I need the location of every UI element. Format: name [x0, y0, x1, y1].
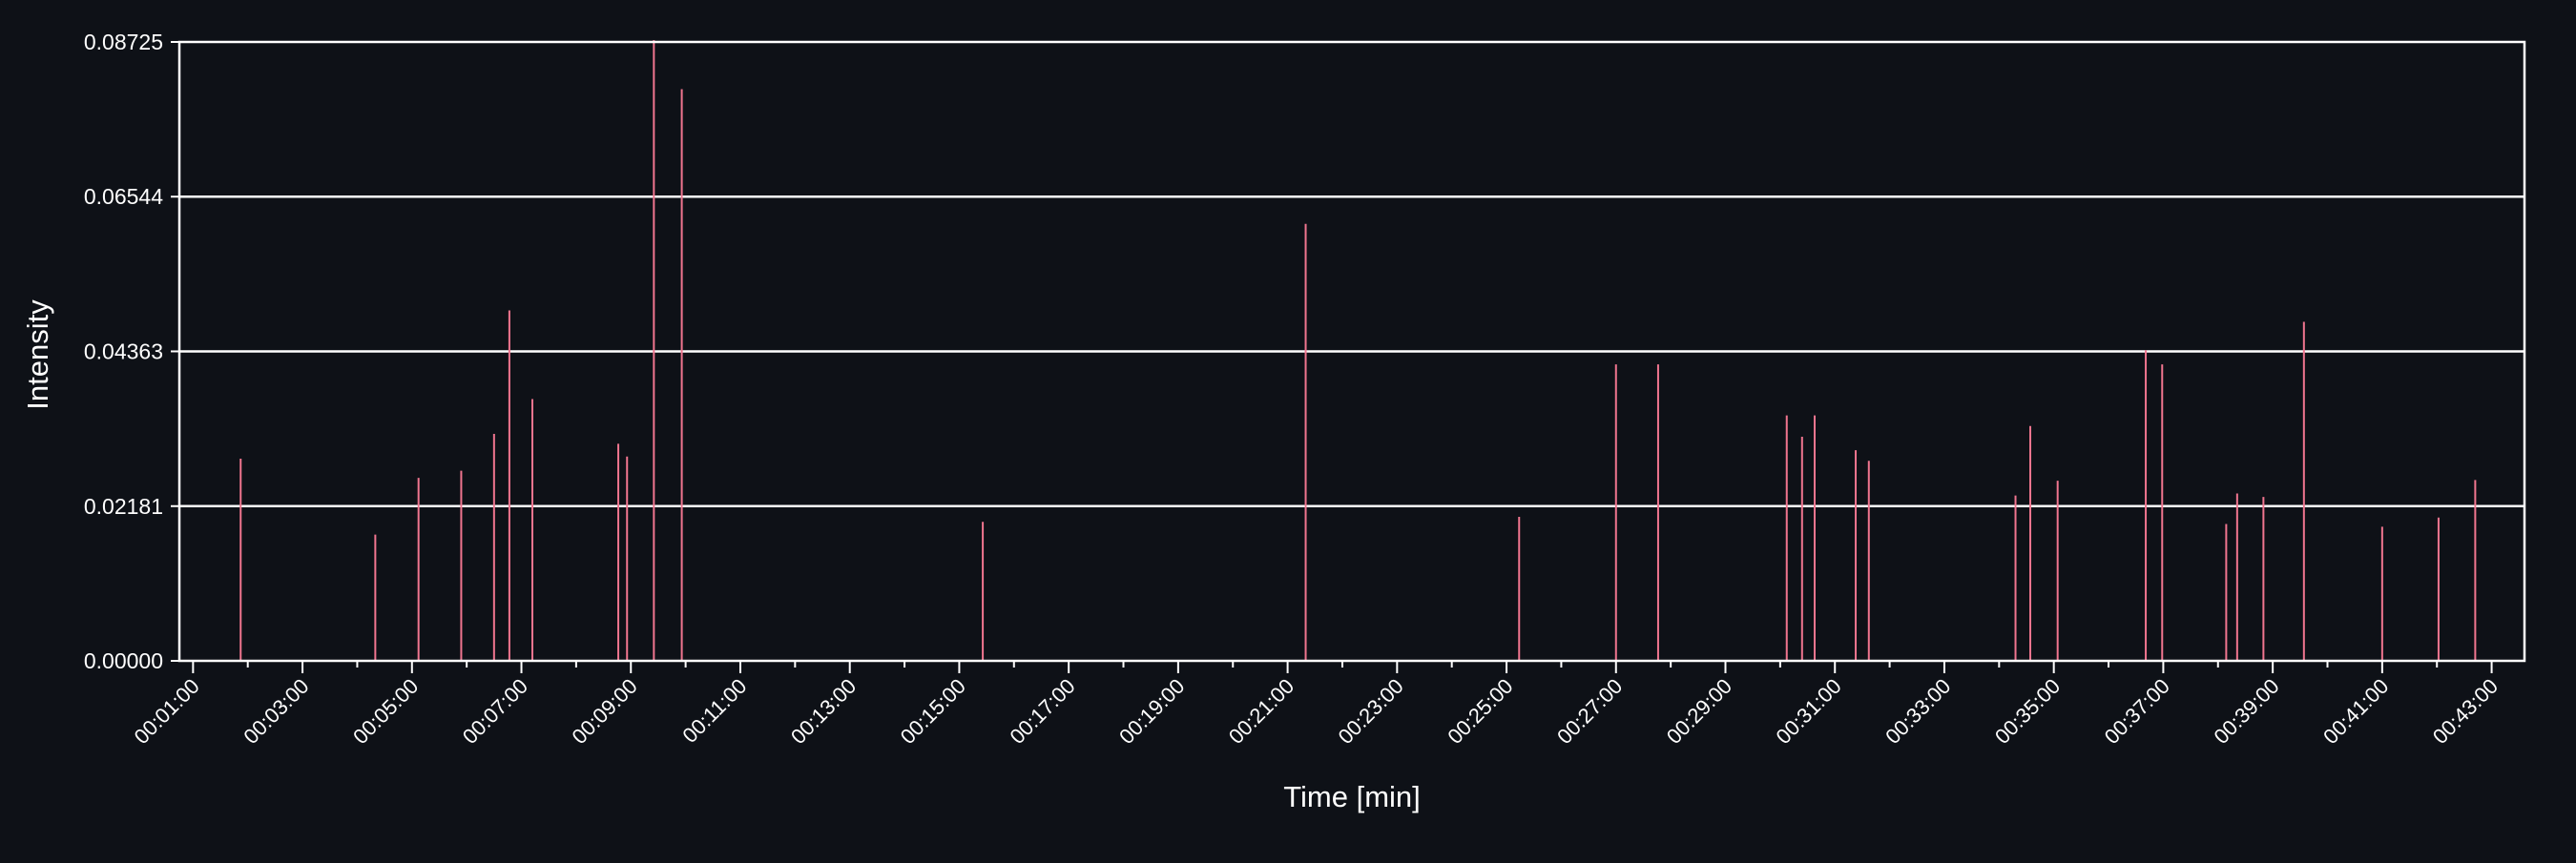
x-tick-label: 00:29:00: [1662, 674, 1736, 749]
x-tick-label: 00:35:00: [1990, 674, 2065, 749]
x-tick-label: 00:07:00: [458, 674, 532, 749]
x-tick-label: 00:39:00: [2209, 674, 2283, 749]
y-tick-label: 0.02181: [84, 494, 163, 519]
x-tick-label: 00:37:00: [2100, 674, 2174, 749]
y-tick-label: 0.06544: [84, 184, 163, 209]
x-tick-label: 00:15:00: [896, 674, 970, 749]
x-tick-label: 00:19:00: [1114, 674, 1189, 749]
x-tick-label: 00:23:00: [1334, 674, 1408, 749]
y-axis: 0.00000 0.02181 0.04363 0.06544 0.08725: [84, 30, 179, 673]
y-axis-label: Intensity: [21, 299, 54, 410]
y-tick-label: 0.00000: [84, 648, 163, 673]
x-tick-label: 00:03:00: [239, 674, 313, 749]
x-tick-label: 00:31:00: [1772, 674, 1846, 749]
grid-lines: [179, 196, 2524, 506]
x-tick-label: 00:27:00: [1552, 674, 1627, 749]
x-tick-label: 00:17:00: [1005, 674, 1079, 749]
x-axis: 00:01:00 00:03:00 00:05:00 00:07:00 00:09:00…: [130, 661, 2503, 749]
x-tick-label: 00:21:00: [1224, 674, 1298, 749]
x-tick-label: 00:33:00: [1880, 674, 1955, 749]
x-tick-label: 00:43:00: [2428, 674, 2503, 749]
x-tick-label: 00:13:00: [786, 674, 861, 749]
x-tick-label: 00:25:00: [1443, 674, 1517, 749]
x-tick-label: 00:05:00: [348, 674, 423, 749]
x-tick-label: 00:01:00: [130, 674, 204, 749]
x-axis-label: Time [min]: [1283, 780, 1421, 813]
y-tick-label: 0.08725: [84, 30, 163, 54]
x-tick-label: 00:11:00: [677, 674, 751, 748]
x-tick-label: 00:09:00: [568, 674, 642, 749]
x-tick-label: 00:41:00: [2318, 674, 2393, 749]
y-tick-label: 0.04363: [84, 339, 163, 363]
